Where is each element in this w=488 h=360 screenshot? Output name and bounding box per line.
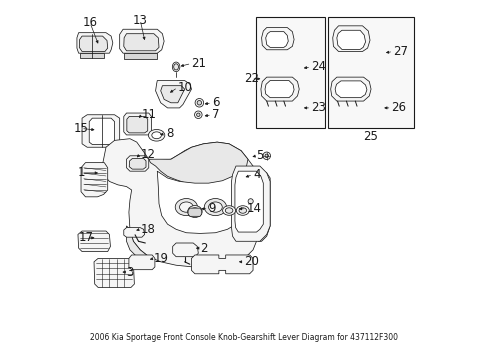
Polygon shape xyxy=(78,231,110,252)
Text: 22: 22 xyxy=(244,72,258,85)
Text: 15: 15 xyxy=(73,122,88,135)
Ellipse shape xyxy=(194,111,202,118)
Text: 2006 Kia Sportage Front Console Knob-Gearshift Lever Diagram for 437112F300: 2006 Kia Sportage Front Console Knob-Gea… xyxy=(90,333,398,342)
Text: 8: 8 xyxy=(165,127,173,140)
Text: 27: 27 xyxy=(392,45,407,58)
Bar xyxy=(327,17,413,129)
Bar xyxy=(256,17,324,129)
Ellipse shape xyxy=(204,198,226,216)
Polygon shape xyxy=(155,81,191,108)
Polygon shape xyxy=(81,163,107,197)
Ellipse shape xyxy=(264,154,268,158)
Polygon shape xyxy=(172,243,198,257)
Text: 24: 24 xyxy=(310,60,325,73)
Polygon shape xyxy=(265,32,288,48)
Text: 2: 2 xyxy=(200,242,207,255)
Text: 12: 12 xyxy=(140,148,155,161)
Polygon shape xyxy=(94,258,134,287)
Ellipse shape xyxy=(187,206,202,217)
Polygon shape xyxy=(234,171,263,232)
Ellipse shape xyxy=(151,132,161,139)
Text: 13: 13 xyxy=(132,14,147,27)
Text: 19: 19 xyxy=(154,252,168,265)
Ellipse shape xyxy=(195,99,203,107)
Text: 26: 26 xyxy=(391,102,406,114)
Polygon shape xyxy=(129,158,146,169)
Polygon shape xyxy=(188,208,202,216)
Ellipse shape xyxy=(173,64,178,70)
Ellipse shape xyxy=(225,208,232,213)
Polygon shape xyxy=(82,115,120,147)
Text: 10: 10 xyxy=(178,81,192,94)
Polygon shape xyxy=(264,81,293,98)
Ellipse shape xyxy=(190,208,199,215)
Text: 4: 4 xyxy=(252,168,260,181)
Ellipse shape xyxy=(222,206,235,215)
Polygon shape xyxy=(261,77,299,101)
Text: 20: 20 xyxy=(244,255,259,268)
Polygon shape xyxy=(256,171,269,241)
Polygon shape xyxy=(126,156,148,171)
Polygon shape xyxy=(336,30,365,49)
Text: 11: 11 xyxy=(142,108,157,121)
Ellipse shape xyxy=(196,113,200,117)
Text: 9: 9 xyxy=(208,202,216,215)
Text: 14: 14 xyxy=(245,202,261,215)
Polygon shape xyxy=(332,26,369,51)
Polygon shape xyxy=(123,228,144,237)
Ellipse shape xyxy=(236,206,249,215)
Text: 6: 6 xyxy=(212,96,219,109)
Text: 25: 25 xyxy=(363,130,378,144)
Polygon shape xyxy=(261,28,293,50)
Polygon shape xyxy=(148,142,247,185)
Ellipse shape xyxy=(197,100,201,105)
Polygon shape xyxy=(79,36,107,51)
Ellipse shape xyxy=(179,202,193,212)
Polygon shape xyxy=(231,166,269,241)
Polygon shape xyxy=(120,29,164,53)
Polygon shape xyxy=(161,86,184,103)
Ellipse shape xyxy=(172,62,180,72)
Ellipse shape xyxy=(148,130,164,141)
Text: 23: 23 xyxy=(310,102,325,114)
Polygon shape xyxy=(77,33,113,53)
Ellipse shape xyxy=(247,199,253,204)
Text: 17: 17 xyxy=(79,231,94,244)
Polygon shape xyxy=(129,255,155,270)
Polygon shape xyxy=(330,77,370,101)
Polygon shape xyxy=(191,255,252,274)
Polygon shape xyxy=(124,53,156,59)
Polygon shape xyxy=(102,139,258,267)
Text: 3: 3 xyxy=(126,266,134,279)
Ellipse shape xyxy=(208,202,222,212)
Polygon shape xyxy=(123,34,159,51)
Polygon shape xyxy=(157,171,244,233)
Text: 1: 1 xyxy=(77,166,84,179)
Text: 7: 7 xyxy=(212,108,219,121)
Ellipse shape xyxy=(239,208,246,213)
Text: 5: 5 xyxy=(256,149,264,162)
Ellipse shape xyxy=(175,198,197,216)
Polygon shape xyxy=(126,226,148,262)
Text: 21: 21 xyxy=(191,57,206,70)
Polygon shape xyxy=(126,117,147,133)
Ellipse shape xyxy=(263,152,270,159)
Polygon shape xyxy=(89,118,114,144)
Polygon shape xyxy=(80,53,104,58)
Text: 16: 16 xyxy=(82,16,97,29)
Text: 18: 18 xyxy=(140,223,155,236)
Polygon shape xyxy=(334,81,366,98)
Polygon shape xyxy=(123,113,151,135)
